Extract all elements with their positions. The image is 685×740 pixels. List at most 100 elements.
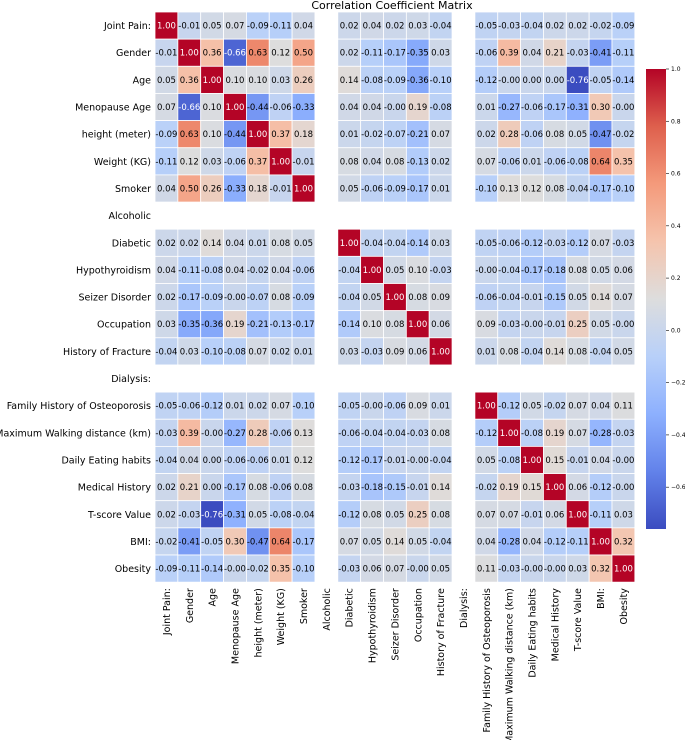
cell-value-label: 1.00 (568, 510, 587, 520)
cell-value-label: 0.04 (591, 456, 610, 466)
cell-value-label: -0.06 (270, 483, 292, 493)
y-tick-gender: Gender (116, 48, 151, 59)
cell-value-label: 0.07 (568, 429, 587, 439)
heatmap-cell (428, 337, 453, 366)
cell-value-label: -0.10 (201, 347, 223, 357)
x-tick-gender: Gender (185, 588, 196, 623)
cell-value-label: -0.02 (544, 402, 566, 412)
cell-value-label: -0.21 (407, 130, 429, 140)
cell-value-label: 0.01 (477, 103, 496, 113)
x-tick-hypothyroidism: Hypothyroidism (368, 588, 379, 663)
heatmap-cells: 1.00 -0.01 0.05 0.07 -0.09 -0.11 0.04 0.02 0.04 0… (154, 11, 636, 583)
cell-value-label: 1.00 (477, 402, 496, 412)
x-tick-alcoholic: Alcoholic (322, 588, 333, 631)
cell-value-label: 1.00 (157, 22, 176, 32)
cell-value-label: -0.17 (293, 537, 315, 547)
cell-value-label: 0.08 (431, 429, 450, 439)
cell-value-label: -0.06 (270, 103, 292, 113)
cell-value-label: 0.18 (294, 130, 313, 140)
cell-value-label: -0.08 (361, 76, 383, 86)
cell-value-label: 0.03 (340, 347, 359, 357)
cell-value-label: 0.06 (431, 320, 450, 330)
cell-value-label: 1.00 (363, 266, 382, 276)
cell-value-label: 1.00 (226, 103, 245, 113)
cell-value-label: -0.14 (407, 239, 429, 249)
cell-value-label: 0.04 (157, 266, 176, 276)
cell-value-label: -0.10 (293, 402, 315, 412)
cell-value-label: -0.18 (544, 266, 566, 276)
cell-value-label: -0.03 (612, 429, 634, 439)
cell-value-label: -0.02 (361, 130, 383, 140)
cell-value-label: -0.15 (384, 483, 406, 493)
y-tick-hypothyroidism: Hypothyroidism (76, 265, 151, 276)
cell-value-label: 0.07 (500, 510, 519, 520)
cell-value-label: -0.04 (155, 456, 177, 466)
chart-title: Correlation Coefficient Matrix (311, 0, 473, 12)
cell-value-label: -0.09 (155, 565, 177, 575)
cell-value-label: -0.04 (430, 537, 452, 547)
cell-value-label: 0.09 (431, 293, 450, 303)
cell-value-label: 0.50 (180, 184, 199, 194)
cell-value-label: 0.04 (363, 103, 382, 113)
cell-value-label: 0.08 (408, 293, 427, 303)
cell-value-label: 0.07 (157, 103, 176, 113)
cell-value-label: -0.35 (407, 49, 429, 59)
x-tick-family-history-of-osteoporosis: Family History of Osteoporosis (482, 588, 493, 732)
cell-value-label: 0.00 (523, 76, 542, 86)
cell-value-label: 0.03 (431, 49, 450, 59)
cell-value-label: 0.25 (408, 510, 427, 520)
cell-value-label: -0.06 (475, 49, 497, 59)
x-tick-occupation: Occupation (413, 588, 424, 642)
cell-value-label: -0.09 (201, 293, 223, 303)
cell-value-label: 0.08 (248, 483, 267, 493)
cell-value-label: -0.01 (293, 157, 315, 167)
x-tick-bmi: BMI: (596, 588, 607, 609)
cell-value-label: -0.01 (155, 49, 177, 59)
cell-value-label: 0.02 (431, 157, 450, 167)
cell-value-label: 0.36 (180, 76, 199, 86)
cell-value-label: 0.08 (545, 184, 564, 194)
cell-value-label: -0.02 (155, 537, 177, 547)
y-tick-history-of-fracture: History of Fracture (63, 347, 151, 358)
cell-value-label: -0.44 (224, 130, 246, 140)
colorbar-tick-label: 0.2 (671, 275, 681, 282)
cell-value-label: -0.41 (178, 537, 200, 547)
cell-value-label: -0.31 (224, 510, 246, 520)
cell-value-label: -0.04 (384, 239, 406, 249)
cell-value-label: -0.03 (498, 565, 520, 575)
cell-value-label: 0.10 (203, 103, 222, 113)
cell-value-label: -0.03 (155, 429, 177, 439)
cell-value-label: 0.05 (248, 510, 267, 520)
cell-value-label: 0.19 (226, 320, 245, 330)
cell-value-label: 0.10 (226, 76, 245, 86)
cell-value-label: 0.14 (385, 537, 404, 547)
cell-value-label: -0.12 (201, 402, 223, 412)
cell-value-label: -0.00 (224, 565, 246, 575)
cell-value-label: -0.03 (498, 320, 520, 330)
cell-value-label: -0.02 (475, 483, 497, 493)
cell-value-label: 0.26 (294, 76, 313, 86)
cell-value-label: -0.08 (430, 103, 452, 113)
cell-value-label: -0.03 (430, 266, 452, 276)
cell-value-label: 0.25 (568, 320, 587, 330)
cell-value-label: -0.00 (612, 320, 634, 330)
cell-value-label: -0.04 (498, 266, 520, 276)
cell-value-label: -0.10 (475, 184, 497, 194)
cell-value-label: 1.00 (294, 184, 313, 194)
x-tick-obesity: Obesity (619, 588, 630, 625)
y-tick-seizer-disorder: Seizer Disorder (78, 293, 151, 304)
cell-value-label: 0.11 (477, 565, 496, 575)
cell-value-label: 0.07 (340, 537, 359, 547)
cell-value-label: 1.00 (385, 293, 404, 303)
cell-value-label: 0.02 (157, 239, 176, 249)
cell-value-label: -0.03 (407, 429, 429, 439)
cell-value-label: -0.07 (384, 130, 406, 140)
cell-value-label: 0.04 (591, 402, 610, 412)
cell-value-label: -0.06 (384, 402, 406, 412)
cell-value-label: 0.07 (385, 565, 404, 575)
cell-value-label: -0.12 (498, 402, 520, 412)
cell-value-label: -0.04 (498, 293, 520, 303)
x-tick-daily-eating-habits: Daily Eating habits (528, 588, 539, 678)
cell-value-label: -0.03 (338, 565, 360, 575)
cell-value-label: 0.02 (340, 22, 359, 32)
